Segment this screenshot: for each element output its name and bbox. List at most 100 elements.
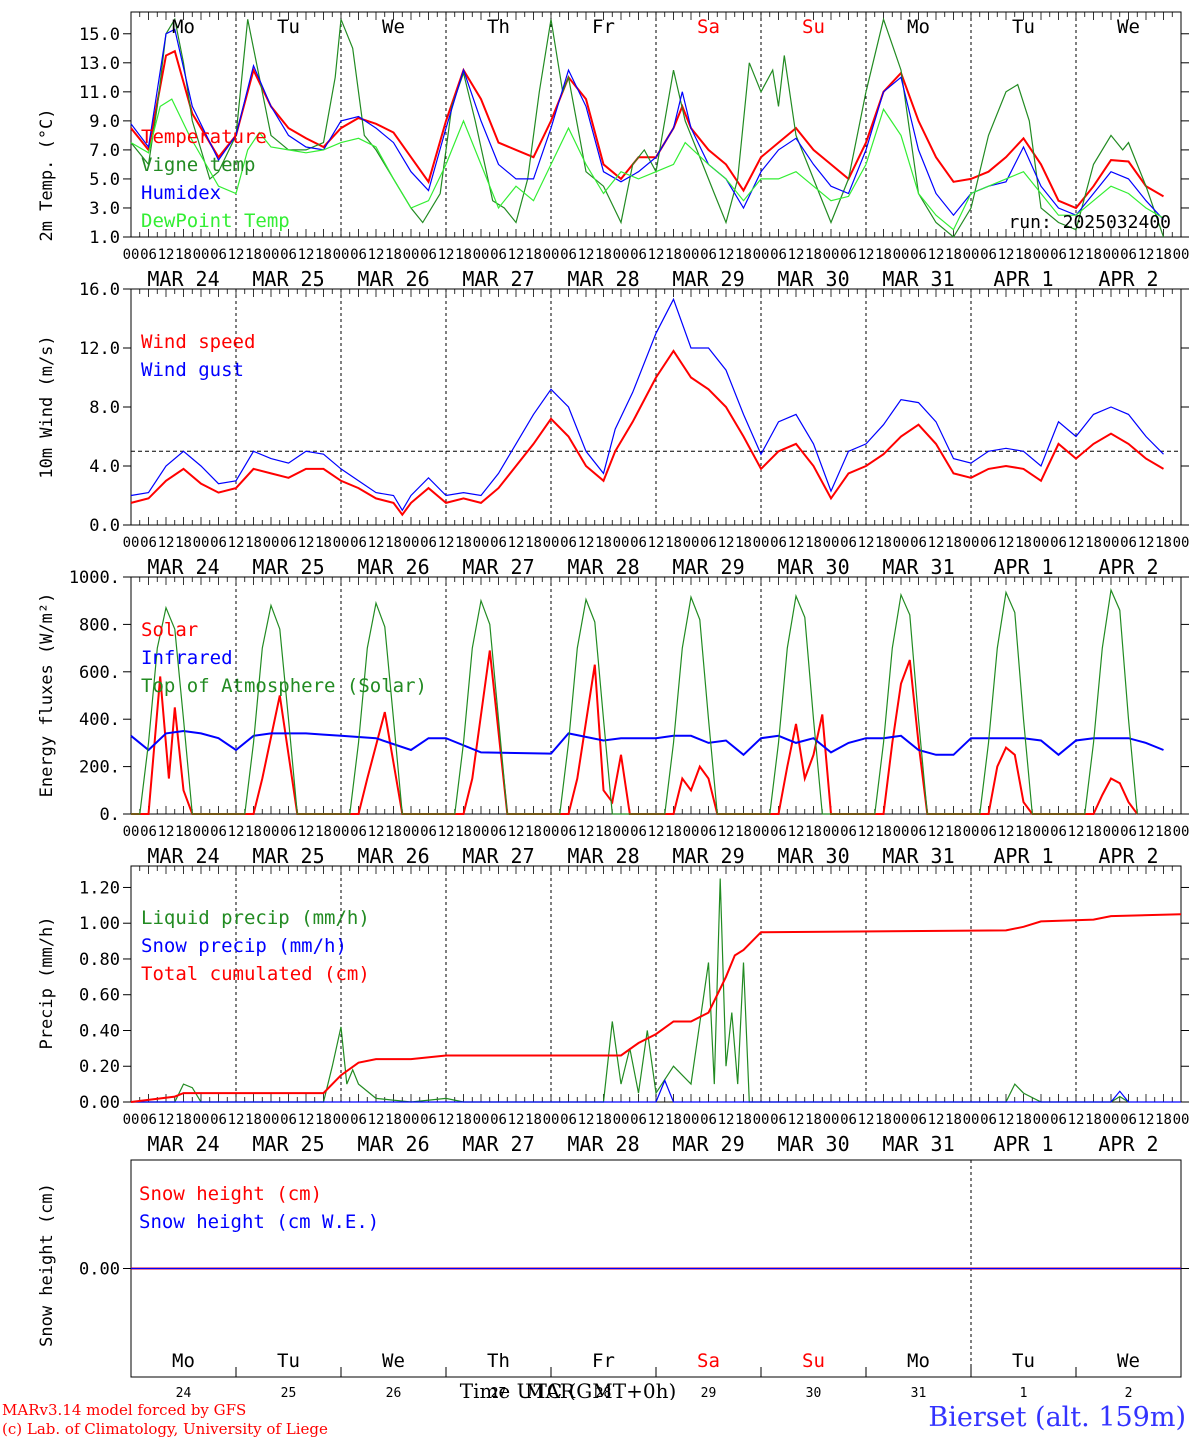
date-label: MAR 26 [357,1132,429,1156]
hour-tick-label: 06 [700,247,717,263]
run-label: run: 2025032400 [1008,212,1171,233]
hour-tick-label: 12 [508,535,525,551]
hour-tick-label: 18 [175,1112,192,1128]
series-line-wind-speed [130,349,1165,517]
day-abbr-bottom: We [382,1350,405,1372]
hour-tick-label: 00 [543,535,560,551]
hour-tick-label: 06 [1050,535,1067,551]
hour-tick-label: 18 [595,1112,612,1128]
hour-tick-label: 12 [928,824,945,840]
hour-tick-label: 12 [508,824,525,840]
hour-tick-label: 12 [368,247,385,263]
hour-tick-label: 12 [158,824,175,840]
hour-tick-label: 12 [1138,247,1155,263]
hour-tick-label: 00 [683,1112,700,1128]
date-label: MAR 24 [147,844,219,868]
hour-tick-label: 12 [1068,1112,1085,1128]
date-label: MAR 26 [357,844,429,868]
day-abbr-bottom: We [1117,1350,1140,1372]
hour-tick-label: 00 [543,824,560,840]
hour-tick-label: 00 [193,824,210,840]
hour-tick-label: 00 [123,535,140,551]
date-label: MAR 28 [567,555,639,579]
hour-tick-label: 12 [228,1112,245,1128]
date-label: MAR 29 [672,555,744,579]
legend-entry: Snow precip (mm/h) [141,935,347,957]
hour-tick-label: 00 [403,247,420,263]
y-axis-label: Precip (mm/h) [37,916,57,1049]
date-label: MAR 30 [777,267,849,291]
hour-tick-label: 18 [455,535,472,551]
hour-tick-label: 06 [1120,824,1137,840]
hour-tick-label: 00 [403,824,420,840]
hour-tick-label: 12 [298,824,315,840]
hour-tick-label: 06 [910,247,927,263]
hour-tick-label: 12 [718,247,735,263]
y-tick-label: 0.60 [79,986,120,1006]
hour-tick-label: 12 [1068,824,1085,840]
hour-tick-label: 00 [1103,535,1120,551]
hour-tick-label: 06 [1050,247,1067,263]
legend-entry: DewPoint Temp [141,210,290,232]
date-label: MAR 28 [567,267,639,291]
date-label: MAR 28 [567,1132,639,1156]
hour-tick-label: 06 [490,247,507,263]
hour-tick-label: 06 [1050,1112,1067,1128]
date-label: APR 2 [1098,844,1158,868]
hour-tick-label: 06 [630,824,647,840]
hour-tick-label: 18 [805,247,822,263]
hour-tick-label: 18 [245,1112,262,1128]
hour-tick-label: 18 [525,824,542,840]
hour-tick-label: 18 [805,1112,822,1128]
y-tick-label: 400. [79,710,120,730]
hour-tick-label: 00 [893,824,910,840]
legend-entry: Snow height (cm) [139,1183,322,1205]
x-axis-month: MAR [525,1379,576,1400]
hour-tick-label: 12 [788,824,805,840]
hour-tick-label: 06 [840,247,857,263]
day-abbr-bottom: Fr [592,1350,615,1372]
hour-tick-label: 06 [490,824,507,840]
hour-tick-label: 18 [875,824,892,840]
hour-tick-label: 18 [595,247,612,263]
day-abbr-top: Su [802,16,825,38]
hour-tick-label: 18 [665,824,682,840]
day-abbr-top: Tu [1012,16,1035,38]
hour-tick-label: 06 [700,535,717,551]
hour-tick-label: 00 [893,247,910,263]
day-abbr-top: Mo [172,16,195,38]
date-label: APR 1 [993,555,1053,579]
y-tick-label: 4.0 [89,457,120,477]
hour-tick-label: 18 [1085,1112,1102,1128]
y-tick-label: 16.0 [79,280,120,300]
hour-tick-label: 18 [1015,535,1032,551]
hour-tick-label: 00 [613,1112,630,1128]
hour-tick-label: 12 [298,535,315,551]
y-tick-label: 12.0 [79,339,120,359]
legend-entry: Infrared [141,647,233,669]
day-number: 28 [596,1386,612,1400]
hour-tick-label: 18 [945,824,962,840]
hour-tick-label: 18 [665,535,682,551]
hour-tick-label: 18 [595,824,612,840]
hour-tick-label: 18 [455,824,472,840]
y-tick-label: 7.0 [89,141,120,161]
hour-tick-label: 06 [280,1112,297,1128]
hour-tick-label: 12 [298,247,315,263]
hour-tick-label: 06 [280,535,297,551]
hour-tick-label: 18 [245,535,262,551]
hour-tick-label: 00 [1103,247,1120,263]
hour-tick-label: 00 [1033,247,1050,263]
hour-tick-label: 18 [315,247,332,263]
y-tick-label: 0.0 [89,516,120,536]
date-label: APR 2 [1098,1132,1158,1156]
hour-tick-label: 12 [368,824,385,840]
hour-tick-label: 06 [1050,824,1067,840]
series-line-infrared [130,729,1164,757]
hour-tick-label: 00 [683,824,700,840]
hour-tick-label: 00 [123,247,140,263]
day-abbr-bottom: Tu [1012,1350,1035,1372]
hour-tick-label: 00 [823,1112,840,1128]
date-label: MAR 25 [252,844,324,868]
hour-tick-label: 12 [928,535,945,551]
